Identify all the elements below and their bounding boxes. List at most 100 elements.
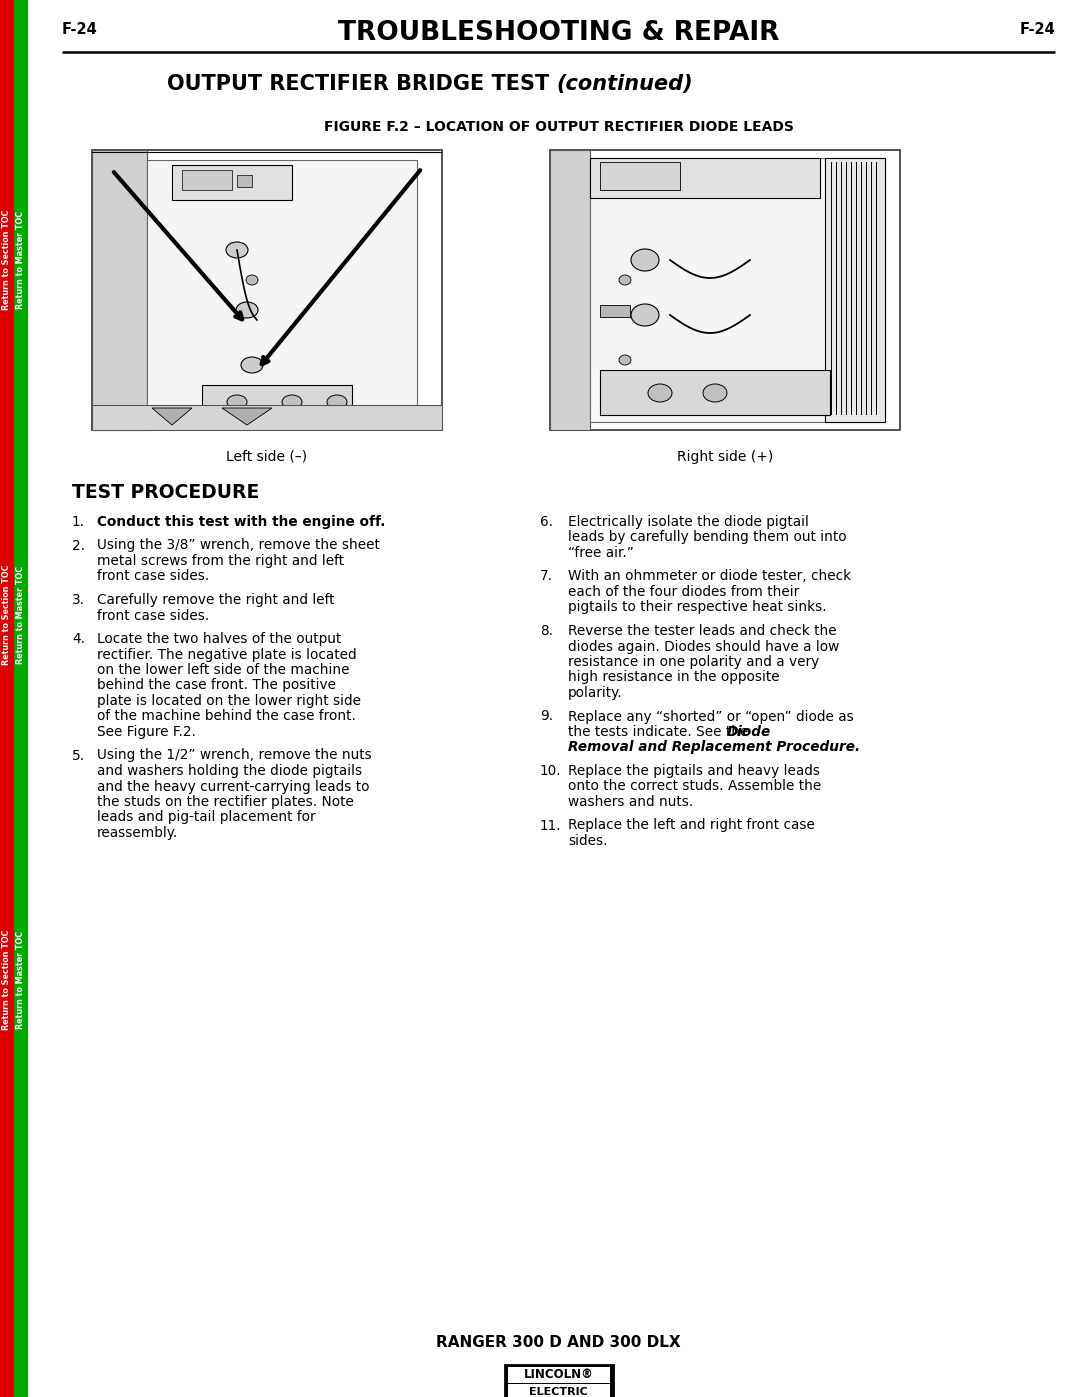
Text: sides.: sides. [568, 834, 607, 848]
Bar [508, 1368, 609, 1383]
Bar [590, 158, 885, 422]
Text: ELECTRIC: ELECTRIC [529, 1387, 588, 1397]
Text: the tests indicate. See the: the tests indicate. See the [568, 725, 753, 739]
Text: pigtails to their respective heat sinks.: pigtails to their respective heat sinks. [568, 601, 826, 615]
Text: 11.: 11. [540, 819, 562, 833]
Bar [825, 158, 885, 422]
Text: 6.: 6. [540, 515, 553, 529]
Text: leads by carefully bending them out into: leads by carefully bending them out into [568, 531, 847, 545]
Text: high resistance in the opposite: high resistance in the opposite [568, 671, 780, 685]
Text: RANGER 300 D AND 300 DLX: RANGER 300 D AND 300 DLX [436, 1336, 680, 1350]
Text: the studs on the rectifier plates. Note: the studs on the rectifier plates. Note [97, 795, 354, 809]
Text: FIGURE F.2 – LOCATION OF OUTPUT RECTIFIER DIODE LEADS: FIGURE F.2 – LOCATION OF OUTPUT RECTIFIE… [324, 120, 794, 134]
Text: polarity.: polarity. [568, 686, 623, 700]
Ellipse shape [648, 384, 672, 402]
Text: Return to Section TOC: Return to Section TOC [2, 564, 12, 665]
Text: See Figure F.2.: See Figure F.2. [97, 725, 195, 739]
Text: 1.: 1. [72, 515, 85, 529]
Text: LINCOLN®: LINCOLN® [524, 1368, 593, 1380]
Bar [504, 1365, 612, 1397]
Text: diodes again. Diodes should have a low: diodes again. Diodes should have a low [568, 640, 839, 654]
Ellipse shape [619, 275, 631, 285]
Ellipse shape [226, 242, 248, 258]
Text: plate is located on the lower right side: plate is located on the lower right side [97, 694, 361, 708]
Ellipse shape [246, 275, 258, 285]
Text: TEST PROCEDURE: TEST PROCEDURE [72, 483, 259, 502]
Text: Replace any “shorted” or “open” diode as: Replace any “shorted” or “open” diode as [568, 710, 854, 724]
Text: reassembly.: reassembly. [97, 826, 178, 840]
Text: on the lower left side of the machine: on the lower left side of the machine [97, 664, 350, 678]
Text: Locate the two halves of the output: Locate the two halves of the output [97, 631, 341, 645]
Text: Diode: Diode [727, 725, 771, 739]
Bar [600, 305, 630, 317]
Text: each of the four diodes from their: each of the four diodes from their [568, 585, 799, 599]
Text: leads and pig-tail placement for: leads and pig-tail placement for [97, 810, 315, 824]
Text: front case sides.: front case sides. [97, 609, 210, 623]
Text: Carefully remove the right and left: Carefully remove the right and left [97, 592, 335, 608]
Text: Return to Section TOC: Return to Section TOC [2, 210, 12, 310]
Text: behind the case front. The positive: behind the case front. The positive [97, 679, 336, 693]
Text: washers and nuts.: washers and nuts. [568, 795, 693, 809]
Text: Electrically isolate the diode pigtail: Electrically isolate the diode pigtail [568, 515, 809, 529]
Text: 2.: 2. [72, 538, 85, 552]
Text: Left side (–): Left side (–) [227, 450, 308, 464]
Text: and washers holding the diode pigtails: and washers holding the diode pigtails [97, 764, 362, 778]
Bar [172, 165, 292, 200]
Text: 3.: 3. [72, 592, 85, 608]
Bar [147, 161, 417, 420]
Ellipse shape [237, 302, 258, 319]
Bar [92, 149, 442, 430]
Text: rectifier. The negative plate is located: rectifier. The negative plate is located [97, 647, 356, 662]
Text: 10.: 10. [540, 764, 562, 778]
Text: 5.: 5. [72, 749, 85, 763]
Bar [92, 149, 147, 430]
Text: Return to Master TOC: Return to Master TOC [16, 566, 26, 664]
Text: resistance in one polarity and a very: resistance in one polarity and a very [568, 655, 820, 669]
Text: Return to Master TOC: Return to Master TOC [16, 930, 26, 1030]
Text: TROUBLESHOOTING & REPAIR: TROUBLESHOOTING & REPAIR [338, 20, 779, 46]
Text: Right side (+): Right side (+) [677, 450, 773, 464]
Text: F-24: F-24 [62, 22, 98, 36]
Text: “free air.”: “free air.” [568, 546, 634, 560]
Ellipse shape [631, 249, 659, 271]
Text: onto the correct studs. Assemble the: onto the correct studs. Assemble the [568, 780, 821, 793]
Bar [92, 405, 442, 430]
Text: 8.: 8. [540, 624, 553, 638]
Text: 9.: 9. [540, 710, 553, 724]
Ellipse shape [703, 384, 727, 402]
Text: Using the 3/8” wrench, remove the sheet: Using the 3/8” wrench, remove the sheet [97, 538, 380, 552]
Bar [237, 175, 252, 187]
Text: F-24: F-24 [1020, 22, 1055, 36]
Text: Replace the pigtails and heavy leads: Replace the pigtails and heavy leads [568, 764, 820, 778]
Text: Return to Section TOC: Return to Section TOC [2, 930, 12, 1030]
Text: metal screws from the right and left: metal screws from the right and left [97, 555, 345, 569]
Text: 4.: 4. [72, 631, 85, 645]
Bar [600, 370, 831, 415]
Text: 7.: 7. [540, 570, 553, 584]
Bar [600, 162, 680, 190]
Bar [202, 386, 352, 420]
Bar [550, 149, 900, 430]
Text: front case sides.: front case sides. [97, 570, 210, 584]
Polygon shape [222, 408, 272, 425]
Bar [14, 0, 28, 1397]
Bar [508, 1384, 609, 1397]
Ellipse shape [241, 358, 264, 373]
Bar [183, 170, 232, 190]
Ellipse shape [631, 305, 659, 326]
Text: Conduct this test with the engine off.: Conduct this test with the engine off. [97, 515, 386, 529]
Ellipse shape [282, 395, 302, 409]
Text: Reverse the tester leads and check the: Reverse the tester leads and check the [568, 624, 837, 638]
Text: With an ohmmeter or diode tester, check: With an ohmmeter or diode tester, check [568, 570, 851, 584]
Bar [590, 158, 820, 198]
Text: Replace the left and right front case: Replace the left and right front case [568, 819, 815, 833]
Polygon shape [152, 408, 192, 425]
Text: of the machine behind the case front.: of the machine behind the case front. [97, 710, 356, 724]
Text: Using the 1/2” wrench, remove the nuts: Using the 1/2” wrench, remove the nuts [97, 749, 372, 763]
Text: Return to Master TOC: Return to Master TOC [16, 211, 26, 309]
Text: OUTPUT RECTIFIER BRIDGE TEST: OUTPUT RECTIFIER BRIDGE TEST [167, 74, 556, 94]
Bar [0, 0, 14, 1397]
Text: and the heavy current-carrying leads to: and the heavy current-carrying leads to [97, 780, 369, 793]
Bar [550, 149, 590, 430]
Text: (continued): (continued) [556, 74, 693, 94]
